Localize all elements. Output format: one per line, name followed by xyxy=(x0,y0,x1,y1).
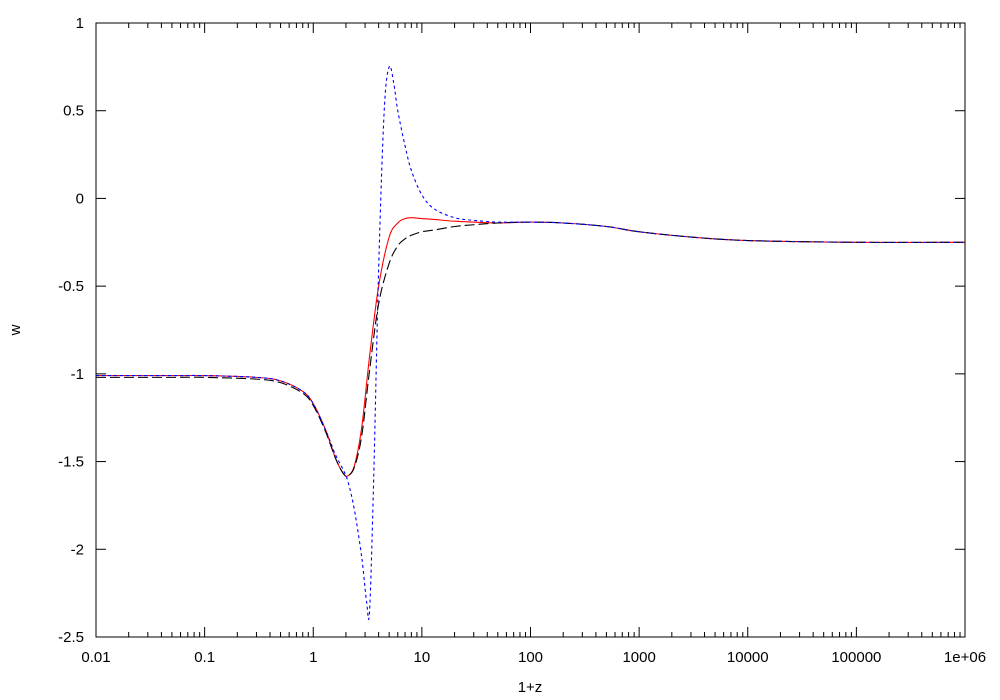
series-lines xyxy=(95,65,966,620)
x-tick-label: 10000 xyxy=(727,649,769,666)
plot-frame xyxy=(95,22,966,638)
x-tick-label: 0.1 xyxy=(194,649,215,666)
x-tick-label: 1 xyxy=(309,649,317,666)
series-line-1 xyxy=(95,217,966,478)
y-tick-label: -1.5 xyxy=(58,454,84,471)
y-tick-label: 1 xyxy=(76,15,84,32)
x-tick-label: 100000 xyxy=(831,649,881,666)
y-tick-label: 0.5 xyxy=(63,103,84,120)
y-tick-label: -0.5 xyxy=(58,278,84,295)
x-axis-title: 1+z xyxy=(518,679,543,696)
y-axis-title: w xyxy=(7,324,24,336)
x-tick-label: 0.01 xyxy=(81,649,110,666)
y-tick-label: -1 xyxy=(71,366,84,383)
x-tick-label: 100 xyxy=(518,649,543,666)
series-line-2 xyxy=(96,221,966,477)
series-line-3 xyxy=(95,65,966,620)
x-tick-label: 10 xyxy=(414,649,431,666)
y-tick-label: -2 xyxy=(71,541,84,558)
x-tick-label: 1000 xyxy=(622,649,655,666)
tick-marks xyxy=(95,22,966,638)
tick-labels: 0.01 0.1 1 10 100 1000 10000 100000 1e+06 1 0.5 0 -0… xyxy=(58,15,986,666)
x-tick-label: 1e+06 xyxy=(944,649,986,666)
y-tick-label: 0 xyxy=(76,190,84,207)
y-tick-label: -2.5 xyxy=(58,629,84,646)
